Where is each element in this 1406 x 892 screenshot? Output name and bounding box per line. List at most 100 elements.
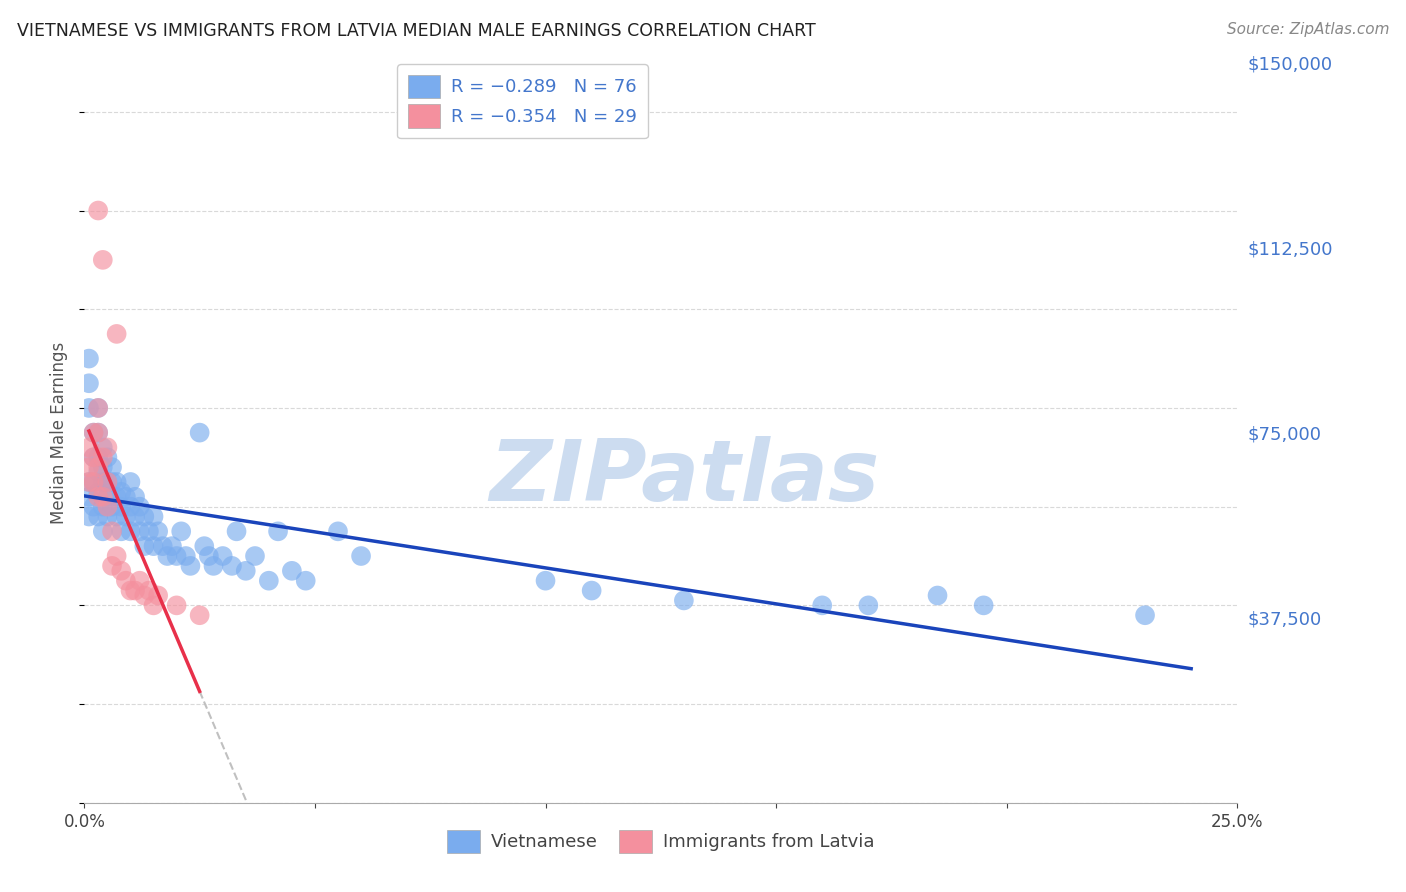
- Point: [156, 549, 179, 563]
- Point: [91, 475, 114, 489]
- Point: [115, 490, 138, 504]
- Point: [138, 524, 160, 539]
- Point: [811, 599, 834, 613]
- Point: [87, 484, 110, 499]
- Point: [91, 460, 114, 475]
- Point: [973, 599, 995, 613]
- Point: [160, 539, 183, 553]
- Point: [77, 460, 100, 475]
- Point: [858, 599, 880, 613]
- Point: [96, 509, 118, 524]
- Point: [77, 401, 100, 415]
- Point: [91, 500, 114, 514]
- Point: [105, 475, 128, 489]
- Point: [235, 564, 257, 578]
- Point: [83, 475, 105, 489]
- Point: [83, 450, 105, 465]
- Point: [96, 450, 118, 465]
- Point: [96, 441, 118, 455]
- Point: [110, 500, 132, 514]
- Point: [87, 509, 110, 524]
- Point: [350, 549, 373, 563]
- Text: VIETNAMESE VS IMMIGRANTS FROM LATVIA MEDIAN MALE EARNINGS CORRELATION CHART: VIETNAMESE VS IMMIGRANTS FROM LATVIA MED…: [17, 22, 815, 40]
- Point: [83, 450, 105, 465]
- Legend: Vietnamese, Immigrants from Latvia: Vietnamese, Immigrants from Latvia: [440, 822, 882, 861]
- Point: [120, 475, 142, 489]
- Point: [87, 425, 110, 440]
- Point: [83, 425, 105, 440]
- Point: [134, 509, 156, 524]
- Point: [581, 583, 603, 598]
- Text: ZIPatlas: ZIPatlas: [489, 435, 879, 518]
- Point: [83, 500, 105, 514]
- Point: [105, 509, 128, 524]
- Point: [101, 524, 124, 539]
- Point: [188, 608, 211, 623]
- Point: [96, 500, 118, 514]
- Point: [294, 574, 316, 588]
- Point: [166, 549, 188, 563]
- Point: [87, 401, 110, 415]
- Point: [83, 475, 105, 489]
- Point: [198, 549, 221, 563]
- Point: [243, 549, 266, 563]
- Point: [105, 490, 128, 504]
- Point: [146, 589, 169, 603]
- Point: [124, 583, 146, 598]
- Point: [77, 509, 100, 524]
- Point: [1133, 608, 1156, 623]
- Point: [101, 460, 124, 475]
- Point: [110, 484, 132, 499]
- Point: [142, 599, 165, 613]
- Point: [91, 441, 114, 455]
- Point: [326, 524, 349, 539]
- Point: [77, 475, 100, 489]
- Point: [87, 465, 110, 479]
- Point: [193, 539, 215, 553]
- Point: [128, 500, 150, 514]
- Point: [87, 425, 110, 440]
- Point: [77, 441, 100, 455]
- Point: [91, 252, 114, 267]
- Point: [110, 524, 132, 539]
- Point: [115, 509, 138, 524]
- Point: [174, 549, 197, 563]
- Point: [110, 564, 132, 578]
- Point: [211, 549, 233, 563]
- Point: [77, 490, 100, 504]
- Point: [124, 490, 146, 504]
- Point: [77, 351, 100, 366]
- Point: [87, 450, 110, 465]
- Point: [179, 558, 201, 573]
- Point: [927, 589, 949, 603]
- Point: [134, 539, 156, 553]
- Point: [267, 524, 290, 539]
- Point: [221, 558, 243, 573]
- Point: [87, 401, 110, 415]
- Point: [91, 490, 114, 504]
- Point: [202, 558, 225, 573]
- Point: [87, 203, 110, 218]
- Point: [146, 524, 169, 539]
- Point: [152, 539, 174, 553]
- Point: [87, 460, 110, 475]
- Point: [281, 564, 304, 578]
- Point: [83, 425, 105, 440]
- Point: [166, 599, 188, 613]
- Point: [77, 376, 100, 391]
- Point: [120, 500, 142, 514]
- Point: [91, 450, 114, 465]
- Text: Source: ZipAtlas.com: Source: ZipAtlas.com: [1226, 22, 1389, 37]
- Point: [138, 583, 160, 598]
- Point: [128, 524, 150, 539]
- Point: [101, 475, 124, 489]
- Point: [142, 509, 165, 524]
- Point: [87, 490, 110, 504]
- Y-axis label: Median Male Earnings: Median Male Earnings: [51, 342, 69, 524]
- Point: [672, 593, 695, 607]
- Point: [170, 524, 193, 539]
- Point: [105, 326, 128, 341]
- Point: [96, 490, 118, 504]
- Point: [142, 539, 165, 553]
- Point: [101, 558, 124, 573]
